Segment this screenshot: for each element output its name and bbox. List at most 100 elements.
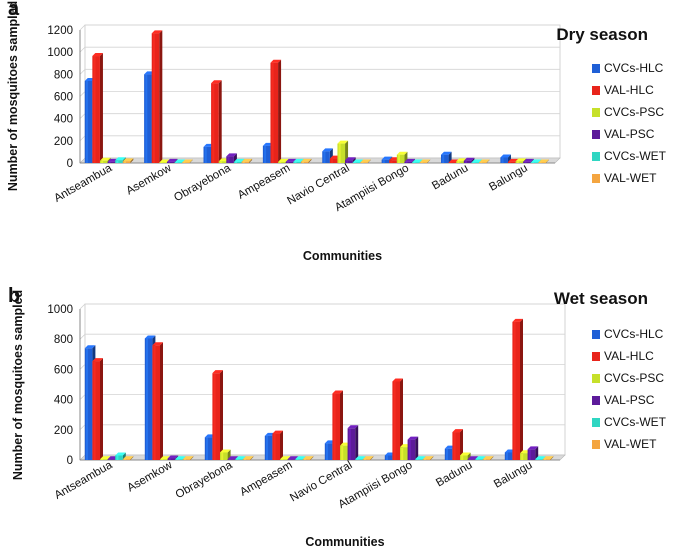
bar-front bbox=[467, 459, 476, 460]
bar-highlight bbox=[242, 161, 245, 163]
bar-highlight bbox=[484, 459, 486, 460]
bar-front bbox=[174, 162, 183, 163]
bar-highlight bbox=[236, 459, 239, 460]
legend-swatch bbox=[592, 330, 600, 339]
bar-top bbox=[535, 456, 546, 460]
bar-highlight bbox=[86, 348, 88, 460]
bar-highlight bbox=[457, 161, 460, 163]
bar-val-hlc-3 bbox=[270, 59, 282, 164]
bar-side bbox=[486, 159, 490, 163]
bar-highlight bbox=[176, 459, 179, 460]
bar-highlight bbox=[271, 62, 274, 164]
bar-highlight bbox=[175, 162, 178, 163]
bar-front bbox=[160, 459, 168, 460]
bar-val-hlc-0 bbox=[92, 53, 103, 163]
bar-top bbox=[293, 158, 304, 162]
bar-front bbox=[407, 439, 416, 460]
bar-front bbox=[84, 348, 93, 460]
bar-front bbox=[152, 345, 160, 460]
legend-item-val-hlc: VAL-HLC bbox=[592, 83, 654, 97]
bar-top bbox=[332, 390, 343, 394]
legend-item-cvcs-hlc: CVCs-HLC bbox=[592, 61, 664, 75]
bar-top bbox=[352, 159, 364, 163]
bar-top bbox=[151, 30, 163, 34]
bar-highlight bbox=[516, 161, 519, 163]
bar-front bbox=[362, 459, 371, 460]
bar-top bbox=[419, 159, 431, 163]
bar-front bbox=[389, 160, 397, 163]
gridline-depth bbox=[79, 303, 86, 310]
bar-highlight bbox=[424, 459, 426, 460]
bar-top bbox=[355, 456, 366, 460]
bar-highlight bbox=[152, 33, 155, 164]
bar-top bbox=[295, 456, 306, 460]
legend: CVCs-HLC VAL-HLC CVCs-PSC VAL-PSC CVCs-WET VA… bbox=[592, 327, 667, 451]
bar-top bbox=[538, 159, 549, 163]
legend-label: CVCs-PSC bbox=[604, 371, 664, 385]
bar-side bbox=[308, 158, 312, 163]
bar-highlight bbox=[168, 161, 171, 163]
gridline-depth bbox=[79, 135, 86, 142]
bar-front bbox=[293, 161, 301, 163]
bar-highlight bbox=[509, 161, 512, 163]
bar-side bbox=[430, 456, 434, 460]
y-tick-label: 400 bbox=[54, 114, 73, 126]
y-tick-label: 200 bbox=[54, 425, 73, 437]
bar-side bbox=[415, 436, 419, 460]
bar-highlight bbox=[501, 157, 504, 163]
x-tick-label: Balungu bbox=[487, 162, 530, 194]
bar-front bbox=[122, 161, 131, 163]
bar-front bbox=[144, 338, 153, 460]
bar-highlight bbox=[356, 459, 359, 460]
bar-cvcs-wet-0 bbox=[115, 452, 126, 460]
gridline-depth bbox=[79, 24, 86, 31]
bar-front bbox=[212, 373, 220, 460]
bar-val-psc-4 bbox=[345, 157, 356, 163]
bar-top bbox=[272, 430, 283, 434]
bar-front bbox=[352, 162, 361, 163]
x-tick-label: Asemkow bbox=[125, 459, 175, 495]
bar-highlight bbox=[124, 459, 126, 460]
bar-front bbox=[262, 145, 271, 163]
bar-front bbox=[360, 162, 368, 163]
bar-val-wet-0 bbox=[122, 158, 134, 163]
bar-top bbox=[407, 436, 419, 440]
legend: CVCs-HLC VAL-HLC CVCs-PSC VAL-PSC CVCs-WET VA… bbox=[592, 61, 667, 185]
bar-top bbox=[287, 456, 299, 460]
legend-label: CVCs-PSC bbox=[604, 105, 664, 119]
bar-val-wet-5 bbox=[422, 456, 434, 460]
bar-top bbox=[226, 153, 237, 157]
bar-front bbox=[264, 435, 273, 460]
x-tick-label: Obrayebona bbox=[174, 459, 235, 501]
bar-front bbox=[456, 161, 464, 163]
bar-front bbox=[475, 459, 483, 460]
bar-front bbox=[345, 160, 353, 163]
bar-highlight bbox=[281, 459, 284, 460]
bar-highlight bbox=[326, 443, 328, 460]
bar-top bbox=[471, 159, 482, 163]
bar-front bbox=[479, 162, 487, 163]
bar-val-wet-1 bbox=[182, 159, 193, 163]
bar-val-hlc-2 bbox=[212, 370, 223, 460]
y-tick-label: 800 bbox=[54, 69, 73, 81]
bar-highlight bbox=[219, 161, 222, 163]
bar-highlight bbox=[286, 161, 289, 163]
bar-front bbox=[287, 459, 296, 460]
y-tick-label: 1000 bbox=[47, 47, 73, 59]
bar-front bbox=[500, 157, 508, 163]
bar-highlight bbox=[401, 447, 404, 460]
gridline-depth bbox=[79, 333, 86, 340]
x-tick-label: Badunu bbox=[430, 162, 470, 192]
y-axis-title: Number of mosquitoes sampled bbox=[6, 1, 20, 191]
bar-top bbox=[285, 158, 297, 162]
bar-val-wet-6 bbox=[479, 159, 490, 163]
bar-highlight bbox=[461, 455, 464, 460]
bar-highlight bbox=[204, 146, 207, 163]
bar-side bbox=[507, 154, 511, 163]
bar-side bbox=[190, 456, 194, 460]
bar-val-wet-0 bbox=[122, 456, 134, 460]
legend-label: CVCs-WET bbox=[604, 149, 667, 163]
bar-highlight bbox=[480, 162, 483, 163]
bar-top bbox=[441, 151, 452, 155]
